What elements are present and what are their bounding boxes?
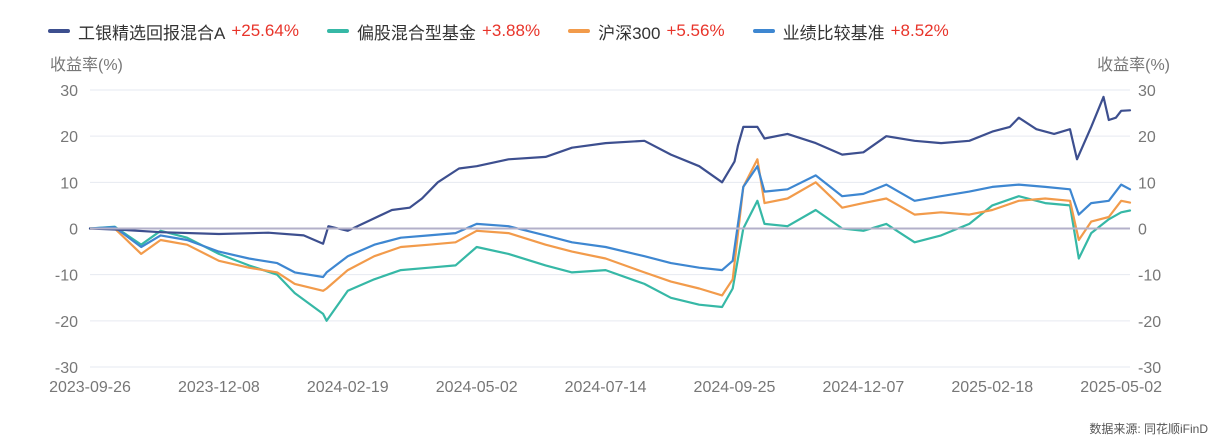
x-tick-label: 2024-09-25 <box>694 379 776 396</box>
legend-change: +8.52% <box>890 21 949 40</box>
legend-swatch <box>326 29 349 33</box>
series-line <box>88 195 1132 322</box>
legend-item[interactable]: 沪深300 +5.56% <box>568 19 725 44</box>
legend-item[interactable]: 业绩比较基准 +8.52% <box>752 19 949 44</box>
series-line <box>88 158 1132 297</box>
x-tick-label: 2024-02-19 <box>307 379 389 396</box>
y-tick-label-left: 30 <box>60 83 78 100</box>
legend-change: +3.88% <box>481 21 541 40</box>
y-axis-title-right: 收益率(%) <box>1097 56 1170 74</box>
x-tick-label: 2024-12-07 <box>822 379 904 396</box>
legend-swatch <box>48 29 70 33</box>
x-tick-label: 2024-05-02 <box>436 379 518 396</box>
y-tick-label-left: 10 <box>60 175 78 192</box>
y-tick-label-left: 20 <box>60 129 78 146</box>
legend-change: +25.64% <box>231 21 299 40</box>
y-tick-label-right: -20 <box>1138 314 1161 331</box>
legend-label: 偏股混合型基金 <box>356 23 476 43</box>
y-axis-title-left: 收益率(%) <box>50 56 123 74</box>
legend-item[interactable]: 工银精选回报混合A +25.64% <box>48 19 299 44</box>
legend-change: +5.56% <box>666 21 725 40</box>
x-tick-label: 2025-05-02 <box>1080 379 1162 396</box>
y-tick-label-left: -20 <box>55 314 78 331</box>
y-tick-label-right: 10 <box>1138 175 1156 192</box>
legend-swatch <box>568 29 591 33</box>
legend-swatch <box>752 29 775 33</box>
y-tick-label-left: -30 <box>55 360 78 377</box>
y-tick-label-right: 20 <box>1138 129 1156 146</box>
y-tick-label-left: 0 <box>69 222 78 239</box>
legend-label: 业绩比较基准 <box>782 23 885 43</box>
y-tick-label-left: -10 <box>55 268 78 285</box>
y-tick-label-right: 30 <box>1138 83 1156 100</box>
legend: 工银精选回报混合A +25.64% 偏股混合型基金 +3.88% 沪深300 +5.56%… <box>48 18 977 44</box>
x-tick-label: 2023-09-26 <box>49 379 131 396</box>
y-tick-label-right: 0 <box>1138 222 1147 239</box>
legend-label: 沪深300 <box>598 23 661 43</box>
x-tick-label: 2024-07-14 <box>565 379 647 396</box>
source-note: 数据来源: 同花顺iFinD <box>1089 422 1208 436</box>
series-line <box>88 165 1132 279</box>
x-tick-label: 2023-12-08 <box>178 379 260 396</box>
y-tick-label-right: -30 <box>1138 360 1161 377</box>
y-tick-label-right: -10 <box>1138 268 1161 285</box>
series-line <box>88 95 1132 245</box>
legend-item[interactable]: 偏股混合型基金 +3.88% <box>326 19 541 44</box>
x-tick-label: 2025-02-18 <box>951 379 1033 396</box>
legend-label: 工银精选回报混合A <box>78 23 226 43</box>
